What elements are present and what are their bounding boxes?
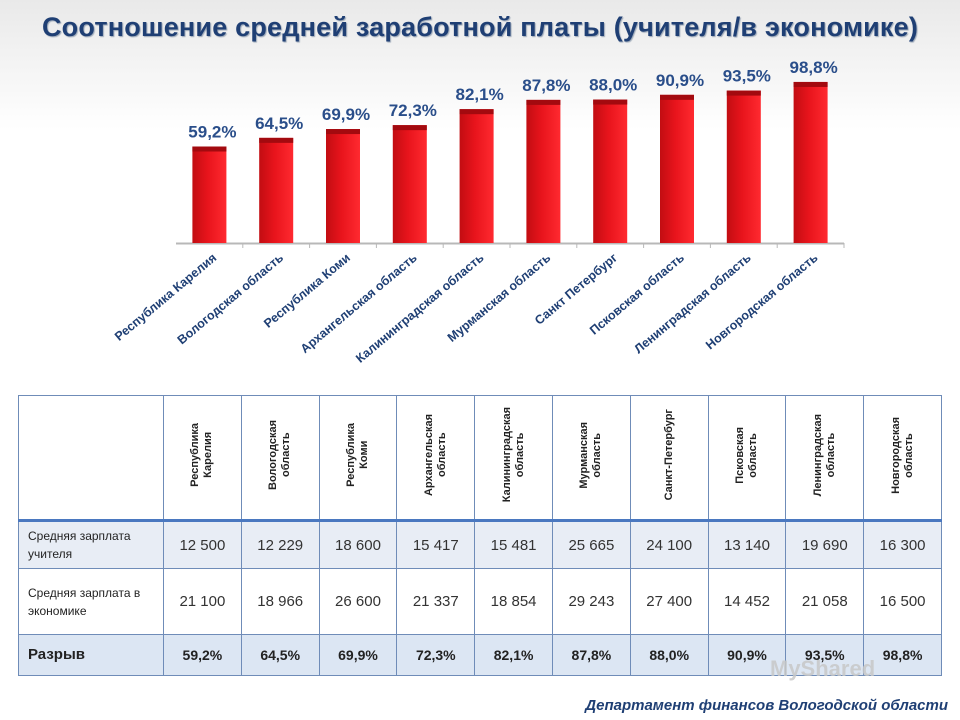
table-cell: 12 229 bbox=[240, 519, 320, 569]
table-cell: 87,8% bbox=[551, 634, 631, 676]
bar-top bbox=[593, 99, 628, 105]
column-header: Мурманская область bbox=[551, 395, 631, 521]
data-label: 72,3% bbox=[389, 101, 437, 120]
table-cell: 19 690 bbox=[785, 519, 865, 569]
column-header: Санкт-Петербург bbox=[629, 395, 709, 521]
bar-chart: 59,2%Республика Карелия64,5%Вологодская … bbox=[112, 60, 845, 366]
data-label: 59,2% bbox=[188, 123, 236, 142]
table-cell: 69,9% bbox=[318, 634, 398, 676]
table-cell: 18 600 bbox=[318, 519, 398, 569]
table-cell: 16 500 bbox=[863, 568, 942, 635]
bar bbox=[660, 94, 694, 243]
column-header: Калининградская область bbox=[474, 395, 553, 521]
data-label: 93,5% bbox=[723, 67, 771, 86]
bar-top bbox=[526, 99, 561, 105]
table-row-gap: Разрыв 59,2% 64,5% 69,9% 72,3% 82,1% 87,… bbox=[18, 634, 942, 676]
table-cell: 26 600 bbox=[318, 568, 398, 635]
bar bbox=[459, 109, 494, 243]
category-label: Новгородская область bbox=[703, 250, 821, 352]
table-cell: 18 854 bbox=[474, 568, 553, 635]
page-title: Соотношение средней заработной платы (уч… bbox=[41, 12, 919, 42]
category-label: Вологодская область bbox=[175, 250, 287, 347]
data-label: 87,8% bbox=[522, 76, 570, 95]
bar-top bbox=[392, 125, 427, 131]
column-header: Ленинградская область bbox=[785, 395, 865, 521]
table-cell: 16 300 bbox=[863, 519, 942, 569]
table-cell: 21 100 bbox=[163, 568, 242, 635]
bar bbox=[593, 99, 628, 243]
table-cell: 25 665 bbox=[551, 519, 631, 569]
bar bbox=[793, 81, 828, 244]
table-cell: 93,5% bbox=[785, 634, 865, 676]
column-header: Республика Карелия bbox=[163, 395, 242, 521]
bar-top bbox=[660, 94, 694, 100]
table-cell: 12 500 bbox=[163, 519, 242, 569]
data-label: 90,9% bbox=[656, 71, 704, 90]
column-header: Новгородская область bbox=[863, 395, 942, 521]
table-cell: 15 417 bbox=[396, 519, 476, 569]
data-label: 82,1% bbox=[455, 85, 503, 104]
column-header: Архангельская область bbox=[396, 395, 476, 521]
table-row-teacher-salary: Средняя зарплата учителя 12 500 12 229 1… bbox=[18, 519, 942, 569]
bar-top bbox=[326, 129, 360, 135]
bar bbox=[326, 129, 360, 243]
column-header: Вологодская область bbox=[240, 395, 320, 521]
table-cell: 88,0% bbox=[629, 634, 709, 676]
data-label: 69,9% bbox=[322, 105, 370, 124]
table-cell: 13 140 bbox=[707, 519, 787, 569]
table-cell: 72,3% bbox=[396, 634, 476, 676]
table-cell: 82,1% bbox=[474, 634, 553, 676]
bar bbox=[192, 146, 227, 243]
bar bbox=[526, 99, 561, 243]
category-label: Архангельская область bbox=[298, 250, 420, 356]
data-table: Республика Карелия Вологодская область Р… bbox=[18, 395, 942, 676]
table-cell: 27 400 bbox=[629, 568, 709, 635]
table-cell: 90,9% bbox=[707, 634, 787, 676]
column-header: Республика Коми bbox=[318, 395, 398, 521]
row-label: Средняя зарплата учителя bbox=[18, 519, 164, 569]
watermark: MyShared bbox=[770, 656, 876, 681]
table-cell: 29 243 bbox=[551, 568, 631, 635]
bar bbox=[259, 137, 294, 243]
data-label: 64,5% bbox=[255, 114, 303, 133]
table-cell: 64,5% bbox=[240, 634, 320, 676]
row-label: Разрыв bbox=[18, 634, 164, 676]
data-label: 88,0% bbox=[589, 76, 637, 95]
column-header: Псковская область bbox=[707, 395, 787, 521]
table-cell: 18 966 bbox=[240, 568, 320, 635]
table-row-economy-salary: Средняя зарплата в экономике 21 100 18 9… bbox=[18, 568, 942, 635]
bar-top bbox=[726, 90, 761, 96]
table-cell: 14 452 bbox=[707, 568, 787, 635]
table-corner-cell bbox=[18, 395, 164, 521]
table-cell: 15 481 bbox=[474, 519, 553, 569]
row-label: Средняя зарплата в экономике bbox=[18, 568, 164, 635]
category-label: Калининградская область bbox=[353, 250, 487, 365]
table-cell: 21 337 bbox=[396, 568, 476, 635]
category-label: Ленинградская область bbox=[632, 250, 754, 356]
table-header-row: Республика Карелия Вологодская область Р… bbox=[18, 395, 942, 521]
data-label: 98,8% bbox=[789, 60, 837, 77]
table-cell: 21 058 bbox=[785, 568, 865, 635]
table-cell: 59,2% bbox=[163, 634, 242, 676]
bar-top bbox=[192, 146, 227, 152]
bar bbox=[726, 90, 761, 243]
bar bbox=[392, 125, 427, 243]
bar-top bbox=[793, 81, 828, 87]
footer-text: Департамент финансов Вологодской области bbox=[585, 697, 948, 714]
table-cell: 24 100 bbox=[629, 519, 709, 569]
table-cell: 98,8% bbox=[863, 634, 942, 676]
bar-top bbox=[459, 109, 494, 115]
bar-top bbox=[259, 137, 294, 143]
